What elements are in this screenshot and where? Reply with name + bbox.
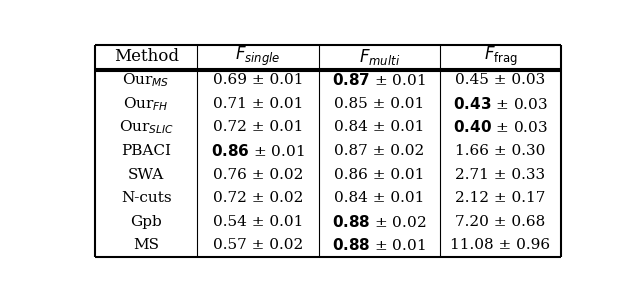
Text: $\mathbf{0.88}$ ± 0.02: $\mathbf{0.88}$ ± 0.02 bbox=[332, 213, 426, 230]
Text: 0.86 ± 0.01: 0.86 ± 0.01 bbox=[334, 167, 424, 181]
Text: 0.84 ± 0.01: 0.84 ± 0.01 bbox=[334, 191, 424, 205]
Text: $\mathbf{0.88}$ ± 0.01: $\mathbf{0.88}$ ± 0.01 bbox=[332, 237, 426, 253]
Text: 0.71 ± 0.01: 0.71 ± 0.01 bbox=[213, 97, 303, 111]
Text: $F_{single}$: $F_{single}$ bbox=[236, 45, 281, 68]
Text: $F_{\mathrm{frag}}$: $F_{\mathrm{frag}}$ bbox=[484, 45, 518, 68]
Text: 0.45 ± 0.03: 0.45 ± 0.03 bbox=[456, 73, 546, 87]
Text: $\mathbf{0.43}$ ± 0.03: $\mathbf{0.43}$ ± 0.03 bbox=[453, 96, 548, 112]
Text: 1.66 ± 0.30: 1.66 ± 0.30 bbox=[455, 144, 546, 158]
Text: $F_{multi}$: $F_{multi}$ bbox=[358, 47, 400, 67]
Text: Our$_{MS}$: Our$_{MS}$ bbox=[122, 71, 170, 89]
Text: Our$_{SLIC}$: Our$_{SLIC}$ bbox=[118, 119, 173, 136]
Text: 0.72 ± 0.01: 0.72 ± 0.01 bbox=[213, 120, 303, 135]
Text: 0.76 ± 0.02: 0.76 ± 0.02 bbox=[213, 167, 303, 181]
Text: Method: Method bbox=[114, 48, 179, 65]
Text: 0.72 ± 0.02: 0.72 ± 0.02 bbox=[213, 191, 303, 205]
Text: 11.08 ± 0.96: 11.08 ± 0.96 bbox=[451, 238, 550, 252]
Text: $\mathbf{0.86}$ ± 0.01: $\mathbf{0.86}$ ± 0.01 bbox=[211, 143, 305, 159]
Text: SWA: SWA bbox=[128, 167, 164, 181]
Text: $\mathbf{0.87}$ ± 0.01: $\mathbf{0.87}$ ± 0.01 bbox=[332, 72, 426, 89]
Text: Our$_{FH}$: Our$_{FH}$ bbox=[124, 95, 169, 113]
Text: 0.85 ± 0.01: 0.85 ± 0.01 bbox=[334, 97, 424, 111]
Text: 2.71 ± 0.33: 2.71 ± 0.33 bbox=[456, 167, 545, 181]
Text: 7.20 ± 0.68: 7.20 ± 0.68 bbox=[456, 215, 546, 229]
Text: MS: MS bbox=[133, 238, 159, 252]
Text: 0.87 ± 0.02: 0.87 ± 0.02 bbox=[334, 144, 424, 158]
Text: PBACI: PBACI bbox=[121, 144, 171, 158]
Text: 0.57 ± 0.02: 0.57 ± 0.02 bbox=[213, 238, 303, 252]
Text: 2.12 ± 0.17: 2.12 ± 0.17 bbox=[455, 191, 546, 205]
Text: 0.54 ± 0.01: 0.54 ± 0.01 bbox=[213, 215, 303, 229]
Text: 0.84 ± 0.01: 0.84 ± 0.01 bbox=[334, 120, 424, 135]
Text: N-cuts: N-cuts bbox=[121, 191, 172, 205]
Text: Gpb: Gpb bbox=[131, 215, 162, 229]
Text: $\mathbf{0.40}$ ± 0.03: $\mathbf{0.40}$ ± 0.03 bbox=[453, 120, 548, 135]
Text: 0.69 ± 0.01: 0.69 ± 0.01 bbox=[213, 73, 303, 87]
